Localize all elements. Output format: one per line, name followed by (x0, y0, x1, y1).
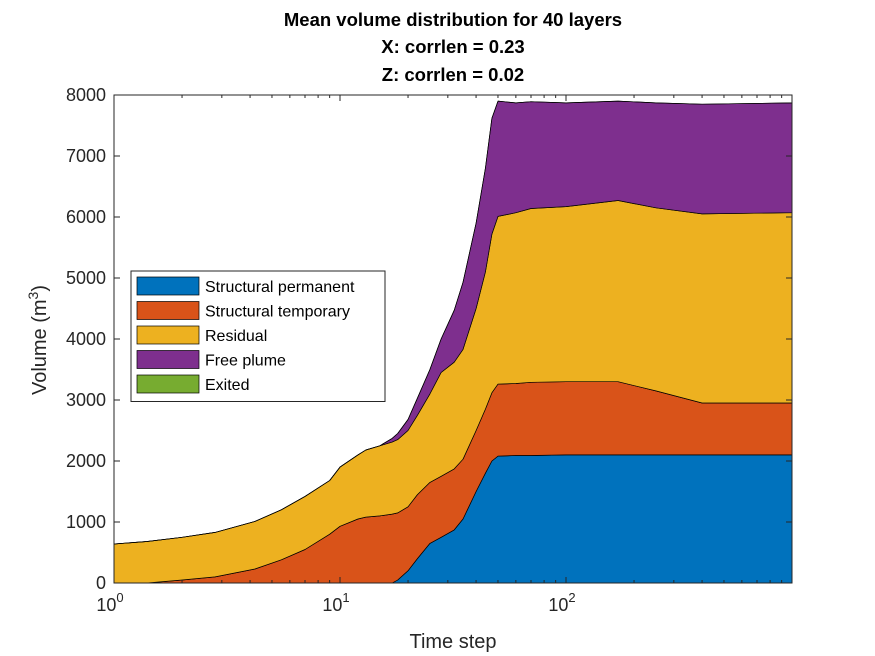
legend-label: Residual (205, 328, 267, 345)
y-tick-label: 8000 (66, 85, 106, 105)
chart-title: Mean volume distribution for 40 layers X… (284, 9, 622, 85)
legend-label: Structural permanent (205, 279, 355, 296)
y-axis-label-exponent: 3 (25, 291, 41, 299)
y-tick-label: 6000 (66, 207, 106, 227)
y-tick-label: 2000 (66, 451, 106, 471)
legend: Structural permanent Structural temporary… (130, 270, 386, 402)
legend-label: Structural temporary (205, 304, 350, 321)
y-tick-label: 5000 (66, 268, 106, 288)
chart-title-line: Mean volume distribution for 40 layers (284, 9, 622, 30)
x-axis-label: Time step (409, 631, 496, 653)
y-tick-label: 4000 (66, 329, 106, 349)
legend-label: Free plume (205, 353, 286, 370)
legend-swatch (136, 350, 200, 369)
chart-subtitle-line: X: corrlen = 0.23 (381, 36, 524, 57)
x-tick-label: 102 (548, 590, 575, 615)
legend-swatch (136, 325, 200, 345)
y-axis-label: Volume (m3) (25, 285, 51, 395)
x-tick-label: 101 (322, 590, 349, 615)
legend-swatch (136, 276, 200, 296)
y-tick-labels: 0 1000 2000 3000 4000 5000 6000 7000 8000 (66, 85, 106, 593)
y-axis-label-close: ) (29, 285, 51, 292)
chart-subtitle-line: Z: corrlen = 0.02 (382, 64, 524, 85)
x-tick-labels: 100 101 102 (96, 590, 575, 615)
y-tick-label: 0 (96, 573, 106, 593)
legend-swatch (136, 374, 200, 394)
legend-swatch (136, 301, 200, 320)
y-tick-label: 1000 (66, 512, 106, 532)
y-tick-label: 3000 (66, 390, 106, 410)
y-tick-label: 7000 (66, 146, 106, 166)
x-tick-label: 100 (96, 590, 123, 615)
y-axis-label-main: Volume (m (29, 299, 51, 395)
axes (113, 94, 793, 584)
legend-label: Exited (205, 377, 249, 394)
